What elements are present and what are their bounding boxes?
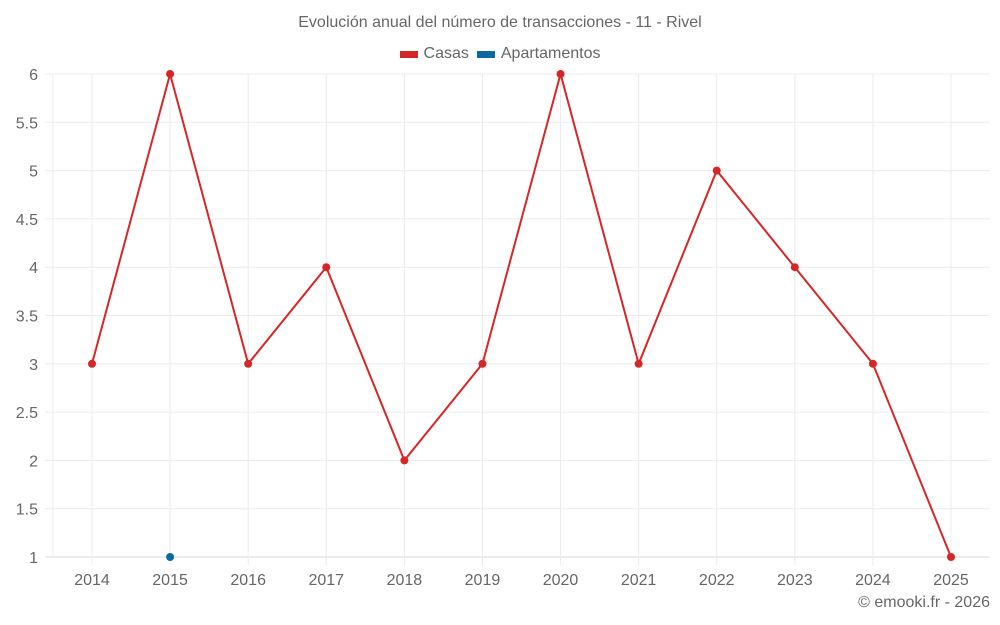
x-tick-label: 2016 (230, 572, 266, 589)
data-point (244, 359, 253, 368)
legend-item-apartamentos[interactable]: Apartamentos (476, 45, 601, 63)
series-line-casas (91, 70, 952, 558)
y-tick-label: 6 (29, 67, 38, 84)
x-tick-label: 2017 (308, 572, 344, 589)
legend-swatch-casas (399, 50, 418, 58)
data-point (88, 359, 96, 368)
y-tick-label: 2 (29, 453, 38, 470)
y-tick-label: 3 (29, 357, 38, 374)
watermark: © emooki.fr - 2026 (858, 594, 990, 611)
legend-item-casas[interactable]: Casas (399, 45, 469, 63)
chart-title: Evolución anual del número de transaccio… (298, 14, 702, 31)
data-point (166, 553, 175, 561)
data-point (478, 359, 487, 368)
data-point (556, 70, 565, 78)
x-tick-label: 2014 (74, 572, 110, 589)
y-tick-label: 4.5 (16, 212, 38, 229)
legend: Casas Apartamentos (0, 45, 1000, 63)
y-tick-label: 1.5 (16, 502, 38, 519)
data-point (634, 359, 643, 368)
x-tick-label: 2024 (855, 572, 891, 589)
x-tick-label: 2019 (465, 572, 501, 589)
data-point (322, 263, 331, 272)
y-tick-label: 2.5 (16, 405, 38, 422)
legend-label-apartamentos: Apartamentos (500, 45, 601, 62)
legend-swatch-apartamentos (476, 50, 495, 58)
data-point (947, 553, 955, 561)
y-tick-label: 5 (29, 164, 38, 181)
data-point (400, 456, 409, 465)
data-point (868, 359, 877, 368)
x-tick-label: 2015 (152, 572, 188, 589)
data-point (166, 70, 175, 78)
legend-label-casas: Casas (423, 45, 469, 62)
data-point (712, 166, 721, 175)
y-tick-label: 4 (29, 260, 38, 277)
data-point (790, 263, 799, 272)
y-tick-label: 3.5 (16, 309, 38, 326)
y-tick-label: 1 (29, 550, 38, 567)
x-tick-label: 2023 (777, 572, 813, 589)
x-tick-label: 2022 (699, 572, 735, 589)
x-tick-label: 2018 (387, 572, 423, 589)
x-tick-label: 2021 (621, 572, 657, 589)
y-tick-label: 5.5 (16, 115, 38, 132)
x-tick-label: 2020 (543, 572, 579, 589)
x-tick-label: 2025 (933, 572, 969, 589)
